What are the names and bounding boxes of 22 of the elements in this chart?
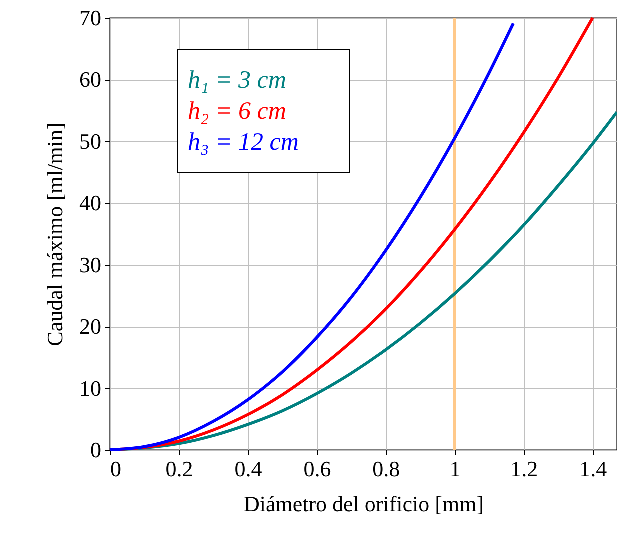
y-tick-label: 40 — [80, 190, 102, 216]
x-tick-label: 0.8 — [372, 456, 400, 482]
x-axis-title: Diámetro del orificio [mm] — [244, 492, 484, 516]
y-tick-label: 30 — [80, 252, 102, 278]
x-tick-label: 0 — [110, 456, 122, 482]
y-tick-label: 20 — [80, 314, 102, 340]
y-tick-label: 50 — [80, 128, 102, 154]
x-tick-label: 1.2 — [510, 456, 538, 482]
x-tick-label: 0.6 — [304, 456, 332, 482]
y-axis-title: Caudal máximo [ml/min] — [42, 122, 68, 346]
text: h₁ = 3 cm — [188, 67, 286, 94]
y-tick-label: 60 — [80, 67, 102, 92]
text: h₃ = 12 cm — [188, 129, 299, 156]
text: h₂ = 6 cm — [188, 98, 286, 125]
y-tick-label: 70 — [80, 6, 102, 30]
x-tick-label: 0.4 — [234, 456, 262, 482]
x-tick-label: 1.4 — [580, 456, 608, 482]
x-tick-label: 0.2 — [166, 456, 194, 482]
y-tick-label: 0 — [90, 438, 102, 462]
line-series — [108, 22, 516, 452]
x-tick-label: 1 — [450, 456, 461, 482]
y-tick-label: 10 — [80, 376, 102, 401]
